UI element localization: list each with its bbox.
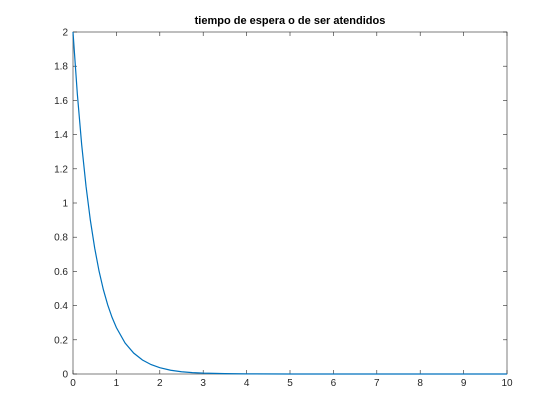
y-tick-label: 0.6 — [54, 267, 68, 278]
y-tick-label: 1 — [62, 199, 68, 210]
y-tick-label: 1.8 — [54, 62, 68, 73]
y-tick-label: 0.8 — [54, 233, 68, 244]
x-tick-label: 10 — [501, 378, 513, 389]
y-tick-label: 0.4 — [54, 301, 68, 312]
x-tick-label: 3 — [200, 378, 206, 389]
x-tick-label: 5 — [287, 378, 293, 389]
x-tick-label: 0 — [70, 378, 76, 389]
y-axis: 0 0.2 0.4 0.6 0.8 1 1.2 1.4 1.6 1.8 2 — [54, 28, 507, 381]
y-tick-label: 1.6 — [54, 96, 68, 107]
y-tick-label: 1.4 — [54, 130, 68, 141]
series-line-1 — [72, 31, 507, 375]
x-tick-label: 9 — [461, 378, 467, 389]
x-tick-label: 4 — [244, 378, 250, 389]
y-tick-label: 0 — [62, 370, 68, 381]
axes-box — [72, 31, 508, 375]
y-tick-label: 1.2 — [54, 164, 68, 175]
y-tick-label: 2 — [62, 28, 68, 39]
chart-title: tiempo de espera o de ser atendidos — [195, 15, 386, 27]
x-tick-label: 7 — [374, 378, 380, 389]
x-tick-label: 1 — [114, 378, 120, 389]
y-tick-label: 0.2 — [54, 335, 68, 346]
x-tick-label: 6 — [331, 378, 337, 389]
x-axis: 0 1 2 3 4 5 6 7 8 9 10 — [70, 32, 513, 389]
x-tick-label: 8 — [417, 378, 423, 389]
x-tick-label: 2 — [157, 378, 163, 389]
plot-area — [72, 31, 507, 375]
